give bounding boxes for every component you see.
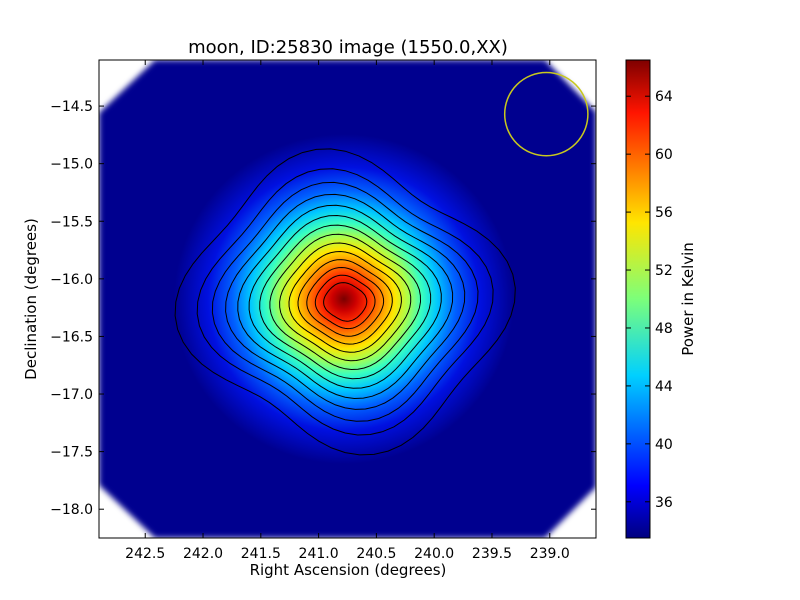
colorbar-tick-label: 40 — [655, 437, 673, 453]
x-tick-label: 241.0 — [299, 546, 339, 562]
colorbar-ticks: 36 40 44 48 52 56 60 64 — [626, 89, 673, 511]
colorbar-tick-label: 52 — [655, 263, 673, 279]
x-tick-label: 239.0 — [530, 546, 570, 562]
x-tick-label: 242.5 — [125, 546, 165, 562]
x-tick-label: 242.0 — [183, 546, 223, 562]
contour-line — [237, 204, 454, 400]
contour-line — [314, 274, 376, 330]
contour-line — [196, 168, 494, 436]
colorbar-gradient — [625, 59, 651, 539]
plot-frame — [98, 59, 597, 539]
colorbar-tick-label: 64 — [655, 89, 673, 105]
y-tick-label: −16.0 — [50, 272, 93, 288]
contour-line — [259, 224, 432, 380]
contour-line — [225, 193, 466, 410]
x-tick-label: 240.5 — [356, 546, 396, 562]
colorbar-label: Power in Kelvin — [679, 242, 697, 356]
plot-area: 242.5 242.0 241.5 241.0 240.5 240.0 239.5 239.0… — [50, 59, 597, 562]
y-tick-label: −17.5 — [50, 445, 93, 461]
contour-line — [288, 250, 402, 353]
contour-line — [297, 259, 393, 345]
colorbar: 36 40 44 48 52 56 60 64 Power in Kelvin — [625, 59, 697, 539]
contour-line — [269, 233, 422, 371]
contour-line — [306, 266, 385, 337]
chart-title: moon, ID:25830 image (1550.0,XX) — [188, 37, 508, 58]
x-axis-label: Right Ascension (degrees) — [250, 561, 447, 579]
y-tick-label: −16.5 — [50, 329, 93, 345]
contour-line — [248, 214, 442, 389]
y-tick-label: −15.0 — [50, 157, 93, 173]
colorbar-tick-label: 48 — [655, 321, 673, 337]
x-tick-label: 240.0 — [414, 546, 454, 562]
y-axis-ticks: −14.5 −15.0 −15.5 −16.0 −16.5 −17.0 −17.5 −18.0 — [50, 99, 596, 518]
source-emission — [174, 134, 514, 464]
y-axis-label: Declination (degrees) — [22, 218, 40, 380]
y-tick-label: −17.0 — [50, 387, 93, 403]
y-tick-label: −18.0 — [50, 502, 93, 518]
contour-line — [211, 181, 479, 422]
x-axis-ticks: 242.5 242.0 241.5 241.0 240.5 240.0 239.5 239.0 — [125, 60, 570, 562]
contour-line — [323, 282, 368, 322]
x-tick-label: 239.5 — [472, 546, 512, 562]
colorbar-tick-label: 44 — [655, 379, 673, 395]
y-tick-label: −15.5 — [50, 214, 93, 230]
contour-line — [279, 242, 412, 362]
contour-lines — [174, 148, 516, 456]
beam-circle — [503, 71, 589, 157]
colorbar-tick-label: 36 — [655, 495, 673, 511]
contour-line — [174, 148, 516, 456]
colorbar-tick-label: 56 — [655, 205, 673, 221]
y-tick-label: −14.5 — [50, 99, 93, 115]
colorbar-tick-label: 60 — [655, 147, 673, 163]
x-tick-label: 241.5 — [241, 546, 281, 562]
